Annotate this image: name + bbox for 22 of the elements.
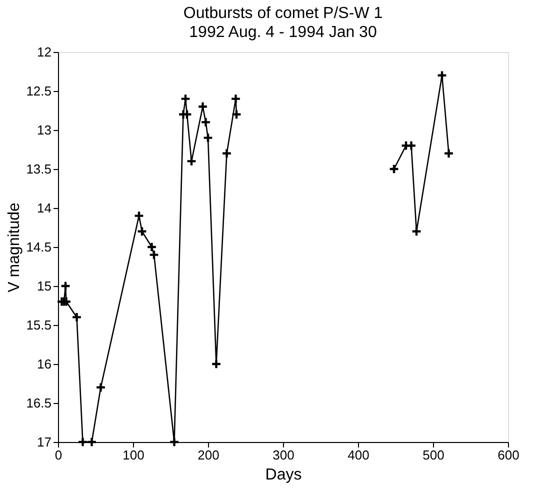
y-tick-label: 12: [37, 44, 52, 60]
x-tick-label: 500: [422, 448, 444, 462]
chart-subtitle: 1992 Aug. 4 - 1994 Jan 30: [189, 24, 377, 41]
y-tick-label: 15: [37, 278, 52, 294]
y-tick-label: 13: [37, 122, 52, 138]
y-tick-label: 16: [37, 356, 52, 372]
x-tick-label: 400: [348, 448, 370, 462]
x-tick-label: 0: [54, 448, 62, 462]
y-tick-label: 17: [37, 434, 52, 450]
y-tick-label: 14: [37, 200, 52, 216]
chart-title: Outbursts of comet P/S-W 1: [183, 5, 383, 22]
y-tick-label: 15.5: [26, 318, 52, 332]
y-tick-label: 13.5: [26, 162, 52, 176]
x-tick-label: 600: [498, 448, 520, 462]
y-tick-label: 14.5: [26, 240, 52, 254]
x-tick-label: 300: [272, 448, 294, 462]
y-tick-label: 12.5: [26, 84, 52, 98]
y-tick-label: 16.5: [26, 396, 52, 410]
x-axis-title: Days: [265, 466, 302, 484]
y-axis-title: V magnitude: [6, 202, 24, 292]
x-tick-label: 200: [198, 448, 220, 462]
x-tick-label: 100: [122, 448, 144, 462]
